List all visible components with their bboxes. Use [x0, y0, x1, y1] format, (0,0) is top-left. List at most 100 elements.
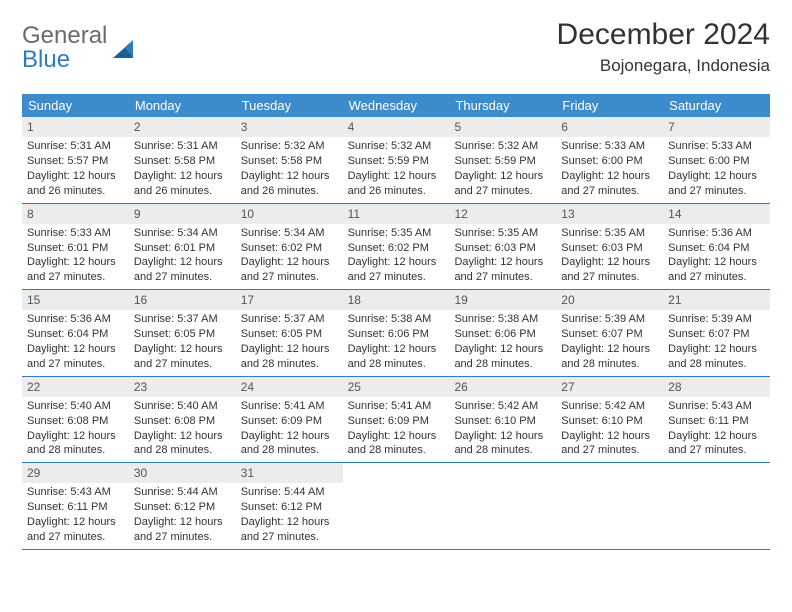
day-number: 27 — [556, 377, 663, 397]
day-line-d1: Daylight: 12 hours — [27, 429, 124, 444]
day-body: Sunrise: 5:31 AMSunset: 5:58 PMDaylight:… — [129, 137, 236, 202]
day-line-d1: Daylight: 12 hours — [241, 169, 338, 184]
weekday-label: Monday — [129, 94, 236, 117]
day-cell: 20Sunrise: 5:39 AMSunset: 6:07 PMDayligh… — [556, 290, 663, 376]
day-line-ss: Sunset: 6:09 PM — [348, 414, 445, 429]
day-line-d2: and 27 minutes. — [241, 530, 338, 545]
day-line-ss: Sunset: 6:00 PM — [668, 154, 765, 169]
day-line-ss: Sunset: 6:12 PM — [134, 500, 231, 515]
day-line-d1: Daylight: 12 hours — [454, 429, 551, 444]
day-number: 25 — [343, 377, 450, 397]
day-line-sr: Sunrise: 5:33 AM — [561, 139, 658, 154]
day-cell: 14Sunrise: 5:36 AMSunset: 6:04 PMDayligh… — [663, 204, 770, 290]
day-cell: 10Sunrise: 5:34 AMSunset: 6:02 PMDayligh… — [236, 204, 343, 290]
day-cell — [556, 463, 663, 549]
day-line-ss: Sunset: 5:57 PM — [27, 154, 124, 169]
day-number: 13 — [556, 204, 663, 224]
day-number: 8 — [22, 204, 129, 224]
day-line-d1: Daylight: 12 hours — [348, 429, 445, 444]
day-line-d1: Daylight: 12 hours — [454, 255, 551, 270]
day-number: 17 — [236, 290, 343, 310]
day-cell: 13Sunrise: 5:35 AMSunset: 6:03 PMDayligh… — [556, 204, 663, 290]
day-cell: 21Sunrise: 5:39 AMSunset: 6:07 PMDayligh… — [663, 290, 770, 376]
day-line-d2: and 27 minutes. — [561, 184, 658, 199]
day-line-d2: and 27 minutes. — [134, 270, 231, 285]
day-cell: 1Sunrise: 5:31 AMSunset: 5:57 PMDaylight… — [22, 117, 129, 203]
day-line-sr: Sunrise: 5:34 AM — [241, 226, 338, 241]
day-number: 2 — [129, 117, 236, 137]
day-line-sr: Sunrise: 5:41 AM — [348, 399, 445, 414]
weekday-label: Sunday — [22, 94, 129, 117]
day-line-d1: Daylight: 12 hours — [668, 169, 765, 184]
brand-logo: General Blue — [22, 18, 137, 72]
day-number: 22 — [22, 377, 129, 397]
day-number: 9 — [129, 204, 236, 224]
day-line-d1: Daylight: 12 hours — [454, 169, 551, 184]
calendar: Sunday Monday Tuesday Wednesday Thursday… — [22, 94, 770, 550]
day-body: Sunrise: 5:36 AMSunset: 6:04 PMDaylight:… — [663, 224, 770, 289]
day-cell: 24Sunrise: 5:41 AMSunset: 6:09 PMDayligh… — [236, 377, 343, 463]
day-body: Sunrise: 5:41 AMSunset: 6:09 PMDaylight:… — [236, 397, 343, 462]
day-body: Sunrise: 5:44 AMSunset: 6:12 PMDaylight:… — [236, 483, 343, 548]
day-line-sr: Sunrise: 5:41 AM — [241, 399, 338, 414]
day-cell: 6Sunrise: 5:33 AMSunset: 6:00 PMDaylight… — [556, 117, 663, 203]
day-number: 4 — [343, 117, 450, 137]
day-line-sr: Sunrise: 5:42 AM — [561, 399, 658, 414]
day-line-d1: Daylight: 12 hours — [134, 515, 231, 530]
day-line-ss: Sunset: 6:08 PM — [27, 414, 124, 429]
day-line-sr: Sunrise: 5:31 AM — [27, 139, 124, 154]
day-number: 7 — [663, 117, 770, 137]
day-line-sr: Sunrise: 5:37 AM — [134, 312, 231, 327]
day-line-d2: and 27 minutes. — [134, 530, 231, 545]
weekday-label: Thursday — [449, 94, 556, 117]
day-line-d2: and 27 minutes. — [668, 184, 765, 199]
day-line-ss: Sunset: 6:04 PM — [27, 327, 124, 342]
day-body: Sunrise: 5:38 AMSunset: 6:06 PMDaylight:… — [343, 310, 450, 375]
day-line-ss: Sunset: 6:11 PM — [668, 414, 765, 429]
day-number: 19 — [449, 290, 556, 310]
day-line-d1: Daylight: 12 hours — [668, 429, 765, 444]
day-body: Sunrise: 5:41 AMSunset: 6:09 PMDaylight:… — [343, 397, 450, 462]
weekday-label: Friday — [556, 94, 663, 117]
brand-top: General — [22, 24, 107, 48]
day-line-ss: Sunset: 6:06 PM — [454, 327, 551, 342]
day-line-d2: and 26 minutes. — [348, 184, 445, 199]
day-body: Sunrise: 5:43 AMSunset: 6:11 PMDaylight:… — [22, 483, 129, 548]
day-number: 15 — [22, 290, 129, 310]
day-line-d2: and 28 minutes. — [454, 357, 551, 372]
day-body: Sunrise: 5:32 AMSunset: 5:59 PMDaylight:… — [449, 137, 556, 202]
day-line-d1: Daylight: 12 hours — [561, 169, 658, 184]
day-number: 18 — [343, 290, 450, 310]
day-line-d1: Daylight: 12 hours — [561, 429, 658, 444]
day-line-ss: Sunset: 6:02 PM — [348, 241, 445, 256]
day-body: Sunrise: 5:43 AMSunset: 6:11 PMDaylight:… — [663, 397, 770, 462]
day-body: Sunrise: 5:37 AMSunset: 6:05 PMDaylight:… — [129, 310, 236, 375]
day-number: 5 — [449, 117, 556, 137]
day-cell: 2Sunrise: 5:31 AMSunset: 5:58 PMDaylight… — [129, 117, 236, 203]
day-line-ss: Sunset: 6:06 PM — [348, 327, 445, 342]
day-number: 28 — [663, 377, 770, 397]
day-line-sr: Sunrise: 5:32 AM — [241, 139, 338, 154]
day-line-d2: and 26 minutes. — [241, 184, 338, 199]
day-cell: 12Sunrise: 5:35 AMSunset: 6:03 PMDayligh… — [449, 204, 556, 290]
day-line-d1: Daylight: 12 hours — [134, 169, 231, 184]
day-line-d2: and 26 minutes. — [27, 184, 124, 199]
day-line-d2: and 27 minutes. — [27, 357, 124, 372]
day-line-d1: Daylight: 12 hours — [241, 429, 338, 444]
day-line-d2: and 28 minutes. — [348, 443, 445, 458]
day-line-d2: and 27 minutes. — [668, 443, 765, 458]
day-line-sr: Sunrise: 5:35 AM — [561, 226, 658, 241]
day-cell: 5Sunrise: 5:32 AMSunset: 5:59 PMDaylight… — [449, 117, 556, 203]
day-cell: 30Sunrise: 5:44 AMSunset: 6:12 PMDayligh… — [129, 463, 236, 549]
day-line-sr: Sunrise: 5:43 AM — [668, 399, 765, 414]
day-body: Sunrise: 5:39 AMSunset: 6:07 PMDaylight:… — [556, 310, 663, 375]
day-cell: 26Sunrise: 5:42 AMSunset: 6:10 PMDayligh… — [449, 377, 556, 463]
day-line-ss: Sunset: 6:12 PM — [241, 500, 338, 515]
day-body: Sunrise: 5:32 AMSunset: 5:59 PMDaylight:… — [343, 137, 450, 202]
day-line-sr: Sunrise: 5:40 AM — [134, 399, 231, 414]
day-line-sr: Sunrise: 5:38 AM — [454, 312, 551, 327]
day-line-d2: and 27 minutes. — [27, 270, 124, 285]
day-body: Sunrise: 5:33 AMSunset: 6:01 PMDaylight:… — [22, 224, 129, 289]
day-body: Sunrise: 5:38 AMSunset: 6:06 PMDaylight:… — [449, 310, 556, 375]
day-cell: 16Sunrise: 5:37 AMSunset: 6:05 PMDayligh… — [129, 290, 236, 376]
